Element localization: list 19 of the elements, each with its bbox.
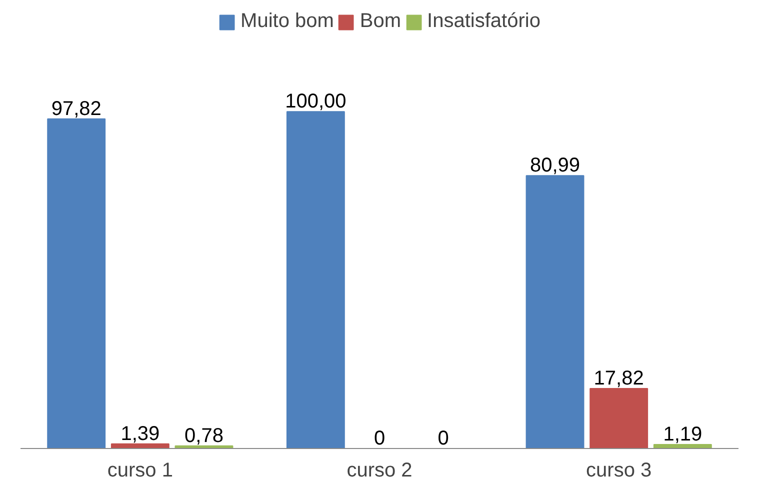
data-label: 97,82 — [51, 98, 102, 120]
bar — [47, 118, 106, 448]
x-tick-label: curso 2 — [346, 460, 412, 482]
data-label: 1,39 — [120, 422, 160, 445]
data-label: 17,82 — [594, 367, 644, 390]
data-label: 0 — [438, 428, 449, 450]
x-tick-label: curso 3 — [586, 460, 652, 482]
bar — [526, 175, 584, 448]
legend-label: Muito bom — [240, 10, 334, 33]
bar — [590, 388, 648, 448]
x-tick-label: curso 1 — [107, 460, 173, 482]
data-label: 80,99 — [530, 154, 580, 177]
legend-label: Insatisfatório — [427, 10, 540, 33]
data-label: 0 — [374, 428, 386, 450]
legend-label: Bom — [360, 10, 402, 33]
data-label: 100,00 — [285, 90, 346, 113]
data-label: 1,19 — [663, 423, 702, 446]
data-label: 0,78 — [184, 424, 224, 447]
bar — [286, 111, 345, 448]
